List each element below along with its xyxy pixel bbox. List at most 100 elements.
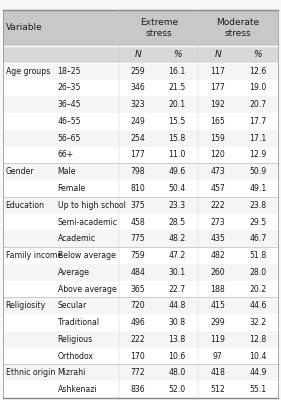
- Text: 458: 458: [130, 218, 145, 226]
- Bar: [3, 281, 278, 298]
- Text: 836: 836: [130, 385, 145, 394]
- Text: 512: 512: [210, 385, 225, 394]
- Text: 798: 798: [130, 167, 145, 176]
- Text: 28.5: 28.5: [169, 218, 185, 226]
- Text: Below average: Below average: [58, 251, 115, 260]
- Bar: [3, 197, 278, 214]
- Text: 32.2: 32.2: [249, 318, 266, 327]
- Text: 365: 365: [130, 284, 145, 294]
- Text: 20.7: 20.7: [249, 100, 266, 109]
- Bar: [3, 298, 278, 314]
- Text: 49.6: 49.6: [168, 167, 186, 176]
- Text: 46–55: 46–55: [58, 117, 81, 126]
- Text: 254: 254: [130, 134, 145, 143]
- Text: 30.1: 30.1: [168, 268, 186, 277]
- Text: 299: 299: [210, 318, 225, 327]
- Text: %: %: [173, 50, 181, 59]
- Text: 50.4: 50.4: [168, 184, 186, 193]
- Text: 44.8: 44.8: [168, 301, 186, 310]
- Text: 222: 222: [210, 201, 225, 210]
- Text: Male: Male: [58, 167, 76, 176]
- Text: Orthodox: Orthodox: [58, 352, 94, 361]
- Text: 435: 435: [210, 234, 225, 243]
- Bar: [3, 80, 278, 96]
- Text: 10.4: 10.4: [249, 352, 266, 361]
- Text: 482: 482: [210, 251, 225, 260]
- Text: Mizrahi: Mizrahi: [58, 368, 86, 377]
- Bar: [3, 130, 278, 147]
- Text: 117: 117: [210, 67, 225, 76]
- Text: Female: Female: [58, 184, 86, 193]
- Text: 44.9: 44.9: [249, 368, 266, 377]
- Text: 56–65: 56–65: [58, 134, 81, 143]
- Text: 260: 260: [210, 268, 225, 277]
- Text: Religiosity: Religiosity: [6, 301, 46, 310]
- Text: 22.7: 22.7: [169, 284, 185, 294]
- Text: 484: 484: [130, 268, 145, 277]
- Bar: [3, 381, 278, 398]
- Text: 720: 720: [130, 301, 145, 310]
- Text: Family income: Family income: [6, 251, 62, 260]
- Bar: [3, 180, 278, 197]
- Text: 259: 259: [130, 67, 145, 76]
- Text: 346: 346: [130, 84, 145, 92]
- Bar: [3, 331, 278, 348]
- Text: 15.8: 15.8: [168, 134, 186, 143]
- Text: 12.9: 12.9: [249, 150, 266, 160]
- Text: 46.7: 46.7: [249, 234, 266, 243]
- Text: 21.5: 21.5: [168, 84, 186, 92]
- Text: 23.8: 23.8: [249, 201, 266, 210]
- Bar: [3, 247, 278, 264]
- Text: 16.1: 16.1: [168, 67, 186, 76]
- Text: Education: Education: [6, 201, 45, 210]
- Text: Academic: Academic: [58, 234, 96, 243]
- Text: 28.0: 28.0: [249, 268, 266, 277]
- Text: 170: 170: [130, 352, 145, 361]
- Text: 36–45: 36–45: [58, 100, 81, 109]
- Text: 473: 473: [210, 167, 225, 176]
- Text: 66+: 66+: [58, 150, 74, 160]
- Text: 52.0: 52.0: [169, 385, 185, 394]
- Text: 26–35: 26–35: [58, 84, 81, 92]
- Text: Average: Average: [58, 268, 90, 277]
- Text: 323: 323: [130, 100, 145, 109]
- Text: 772: 772: [130, 368, 145, 377]
- Text: 19.0: 19.0: [249, 84, 266, 92]
- Text: 20.1: 20.1: [168, 100, 186, 109]
- Text: Secular: Secular: [58, 301, 87, 310]
- Text: Extreme
stress: Extreme stress: [140, 18, 178, 38]
- Bar: [3, 46, 278, 63]
- Text: 23.3: 23.3: [169, 201, 185, 210]
- Bar: [3, 348, 278, 364]
- Text: 120: 120: [210, 150, 225, 160]
- Text: 20.2: 20.2: [249, 284, 266, 294]
- Bar: [3, 163, 278, 180]
- Bar: [3, 10, 278, 46]
- Text: 97: 97: [213, 352, 223, 361]
- Bar: [3, 214, 278, 230]
- Text: 188: 188: [210, 284, 225, 294]
- Text: 10.6: 10.6: [168, 352, 186, 361]
- Text: %: %: [253, 50, 262, 59]
- Text: Age groups: Age groups: [6, 67, 50, 76]
- Text: 17.7: 17.7: [249, 117, 266, 126]
- Text: 12.6: 12.6: [249, 67, 266, 76]
- Text: 177: 177: [130, 150, 145, 160]
- Text: 13.8: 13.8: [168, 335, 186, 344]
- Text: 50.9: 50.9: [249, 167, 266, 176]
- Text: 375: 375: [130, 201, 145, 210]
- Text: 47.2: 47.2: [168, 251, 186, 260]
- Text: 249: 249: [130, 117, 145, 126]
- Text: 44.6: 44.6: [249, 301, 266, 310]
- Bar: [3, 113, 278, 130]
- Text: 415: 415: [210, 301, 225, 310]
- Bar: [3, 314, 278, 331]
- Text: 17.1: 17.1: [249, 134, 266, 143]
- Text: 775: 775: [130, 234, 145, 243]
- Text: 759: 759: [130, 251, 145, 260]
- Text: 165: 165: [210, 117, 225, 126]
- Text: 15.5: 15.5: [168, 117, 186, 126]
- Bar: [3, 230, 278, 247]
- Text: 51.8: 51.8: [249, 251, 266, 260]
- Text: 273: 273: [210, 218, 225, 226]
